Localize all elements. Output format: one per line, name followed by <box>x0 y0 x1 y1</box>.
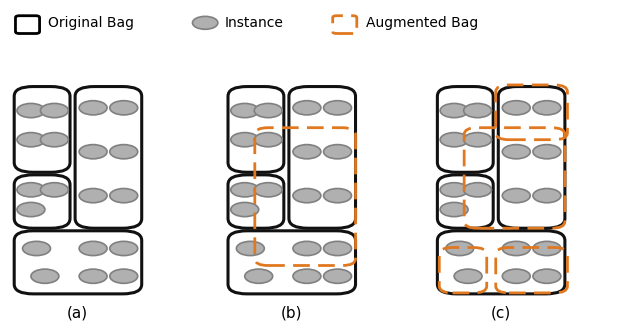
Circle shape <box>110 189 138 203</box>
FancyBboxPatch shape <box>14 175 70 228</box>
Circle shape <box>293 189 321 203</box>
Circle shape <box>110 101 138 115</box>
Circle shape <box>236 241 264 256</box>
FancyBboxPatch shape <box>437 231 565 294</box>
Text: Original Bag: Original Bag <box>49 16 134 30</box>
FancyBboxPatch shape <box>289 87 356 228</box>
Circle shape <box>244 269 273 283</box>
Circle shape <box>193 16 218 29</box>
Circle shape <box>254 133 282 147</box>
Circle shape <box>293 101 321 115</box>
Circle shape <box>22 241 51 256</box>
FancyBboxPatch shape <box>75 87 141 228</box>
Circle shape <box>502 189 530 203</box>
Circle shape <box>324 241 351 256</box>
Circle shape <box>440 202 468 217</box>
Circle shape <box>463 103 492 118</box>
Text: (a): (a) <box>67 306 88 321</box>
FancyBboxPatch shape <box>15 16 40 34</box>
Circle shape <box>231 202 259 217</box>
FancyBboxPatch shape <box>228 175 284 228</box>
Circle shape <box>110 269 138 283</box>
FancyBboxPatch shape <box>437 175 493 228</box>
Text: (b): (b) <box>281 306 302 321</box>
Circle shape <box>110 145 138 159</box>
Circle shape <box>79 241 107 256</box>
Circle shape <box>254 183 282 197</box>
Circle shape <box>231 183 259 197</box>
Circle shape <box>17 103 45 118</box>
Circle shape <box>440 133 468 147</box>
Circle shape <box>17 202 45 217</box>
Circle shape <box>31 269 59 283</box>
Circle shape <box>502 101 530 115</box>
Circle shape <box>463 183 492 197</box>
Circle shape <box>533 241 561 256</box>
Circle shape <box>231 103 259 118</box>
Circle shape <box>293 269 321 283</box>
FancyBboxPatch shape <box>14 231 141 294</box>
Circle shape <box>445 241 474 256</box>
Circle shape <box>79 101 107 115</box>
Circle shape <box>79 145 107 159</box>
Circle shape <box>324 101 351 115</box>
FancyBboxPatch shape <box>228 231 356 294</box>
Circle shape <box>293 145 321 159</box>
Circle shape <box>293 241 321 256</box>
Circle shape <box>533 101 561 115</box>
Text: Augmented Bag: Augmented Bag <box>365 16 478 30</box>
FancyBboxPatch shape <box>499 87 565 228</box>
Circle shape <box>440 183 468 197</box>
Circle shape <box>324 145 351 159</box>
Circle shape <box>254 103 282 118</box>
FancyBboxPatch shape <box>228 87 284 172</box>
Circle shape <box>533 269 561 283</box>
Circle shape <box>502 269 530 283</box>
FancyBboxPatch shape <box>14 87 70 172</box>
Circle shape <box>79 189 107 203</box>
Circle shape <box>463 133 492 147</box>
Circle shape <box>533 189 561 203</box>
Circle shape <box>40 183 68 197</box>
Circle shape <box>440 103 468 118</box>
Text: (c): (c) <box>491 306 511 321</box>
Circle shape <box>454 269 482 283</box>
Circle shape <box>502 145 530 159</box>
FancyBboxPatch shape <box>437 87 493 172</box>
Circle shape <box>324 269 351 283</box>
Circle shape <box>40 103 68 118</box>
Circle shape <box>502 241 530 256</box>
Text: Instance: Instance <box>225 16 284 30</box>
Circle shape <box>231 133 259 147</box>
Circle shape <box>533 145 561 159</box>
Circle shape <box>17 133 45 147</box>
Circle shape <box>17 183 45 197</box>
Circle shape <box>324 189 351 203</box>
Circle shape <box>79 269 107 283</box>
Circle shape <box>110 241 138 256</box>
Circle shape <box>40 133 68 147</box>
